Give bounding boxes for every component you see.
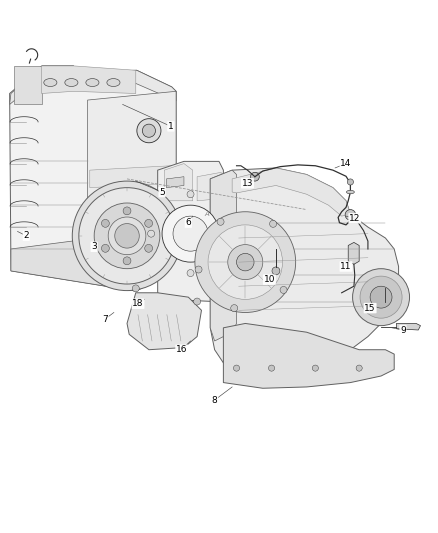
Circle shape — [187, 191, 194, 198]
Circle shape — [312, 365, 318, 371]
Circle shape — [280, 286, 287, 294]
Circle shape — [145, 245, 152, 252]
Circle shape — [347, 179, 353, 185]
Polygon shape — [90, 201, 171, 223]
Text: 3: 3 — [91, 243, 97, 251]
Circle shape — [79, 188, 175, 284]
Polygon shape — [348, 243, 359, 264]
Circle shape — [145, 220, 152, 227]
Polygon shape — [166, 177, 184, 188]
Text: 15: 15 — [364, 304, 376, 313]
Circle shape — [94, 203, 160, 269]
Ellipse shape — [142, 124, 155, 138]
Polygon shape — [42, 66, 136, 93]
Text: 8: 8 — [212, 395, 218, 405]
Circle shape — [251, 172, 259, 181]
Circle shape — [208, 225, 283, 300]
Circle shape — [360, 276, 402, 318]
Ellipse shape — [137, 119, 161, 143]
Polygon shape — [10, 66, 176, 104]
Polygon shape — [197, 172, 221, 201]
Polygon shape — [127, 293, 201, 350]
Polygon shape — [90, 166, 171, 188]
Ellipse shape — [346, 190, 354, 194]
Circle shape — [345, 209, 356, 220]
Circle shape — [356, 365, 362, 371]
Ellipse shape — [65, 78, 78, 86]
Text: 7: 7 — [102, 314, 108, 324]
Circle shape — [268, 365, 275, 371]
Polygon shape — [378, 302, 392, 311]
Circle shape — [148, 230, 155, 237]
Polygon shape — [158, 161, 223, 302]
Text: 2: 2 — [24, 231, 29, 240]
Ellipse shape — [86, 78, 99, 86]
Polygon shape — [10, 66, 176, 291]
Polygon shape — [223, 324, 394, 388]
Circle shape — [370, 286, 392, 308]
Text: 10: 10 — [264, 275, 275, 284]
Circle shape — [195, 266, 202, 273]
Circle shape — [194, 298, 201, 305]
Text: A: A — [205, 211, 209, 217]
Circle shape — [228, 245, 263, 280]
Circle shape — [72, 181, 182, 290]
Text: 18: 18 — [132, 299, 144, 308]
Circle shape — [123, 207, 131, 215]
Circle shape — [102, 245, 110, 252]
Polygon shape — [232, 168, 350, 216]
Polygon shape — [396, 324, 420, 330]
Text: 11: 11 — [340, 262, 352, 271]
Circle shape — [269, 220, 276, 228]
Circle shape — [226, 230, 233, 237]
Text: 9: 9 — [400, 326, 406, 335]
Polygon shape — [210, 168, 399, 374]
Text: 16: 16 — [176, 345, 187, 354]
Circle shape — [187, 270, 194, 277]
Text: 14: 14 — [340, 159, 352, 168]
Polygon shape — [11, 240, 176, 291]
Ellipse shape — [107, 78, 120, 86]
Text: 1: 1 — [168, 122, 174, 131]
Text: 13: 13 — [242, 179, 253, 188]
Circle shape — [123, 257, 131, 265]
Polygon shape — [164, 164, 193, 201]
Text: 12: 12 — [349, 214, 360, 223]
Circle shape — [162, 205, 219, 262]
Polygon shape — [14, 66, 42, 104]
Circle shape — [132, 285, 139, 292]
Polygon shape — [88, 91, 176, 291]
Circle shape — [108, 217, 146, 255]
Circle shape — [233, 365, 240, 371]
Circle shape — [217, 219, 224, 225]
Circle shape — [115, 223, 139, 248]
Circle shape — [173, 216, 208, 251]
Circle shape — [231, 305, 238, 312]
Polygon shape — [210, 170, 237, 341]
Text: 5: 5 — [159, 188, 165, 197]
Circle shape — [195, 212, 296, 312]
Circle shape — [102, 220, 110, 227]
Ellipse shape — [44, 78, 57, 86]
Circle shape — [237, 253, 254, 271]
Circle shape — [272, 267, 280, 275]
Text: 6: 6 — [185, 218, 191, 227]
Circle shape — [353, 269, 410, 326]
